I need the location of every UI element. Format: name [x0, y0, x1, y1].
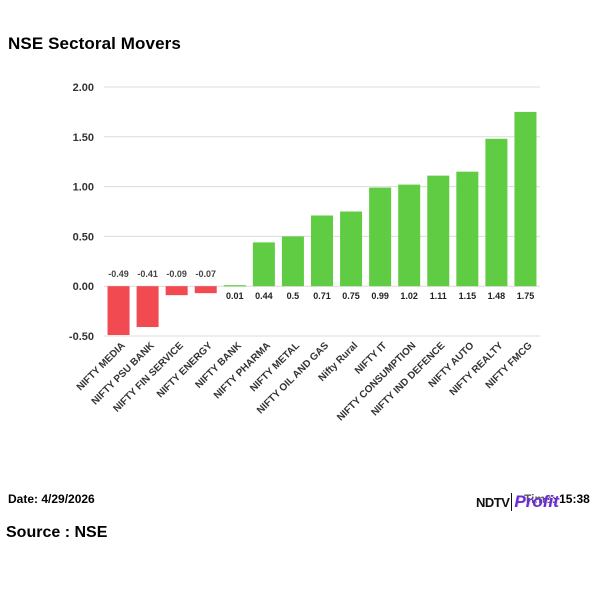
source-label: Source : NSE — [6, 524, 108, 541]
y-axis-tick-labels: 2.00 1.50 1.00 0.50 0.00 -0.50 — [69, 82, 94, 343]
y-tick-label: 2.00 — [73, 82, 94, 94]
value-label: 0.75 — [342, 291, 360, 301]
bar — [340, 211, 363, 287]
bar — [252, 242, 275, 287]
value-label: 1.02 — [400, 291, 418, 301]
bar — [427, 175, 450, 287]
bar — [311, 215, 333, 287]
ndtv-profit-logo: NDTV Profit — [476, 490, 559, 514]
bar — [165, 286, 188, 296]
value-label: 0.5 — [287, 291, 300, 301]
value-label: 1.48 — [488, 291, 506, 301]
value-label: 1.15 — [459, 291, 477, 301]
sector-bar-chart: 2.00 1.50 1.00 0.50 0.00 -0.50 -0.49 -0.41 -0.0… — [69, 82, 540, 424]
bar — [136, 286, 159, 328]
value-label: 0.01 — [226, 291, 244, 301]
chart-title: NSE Sectoral Movers — [8, 34, 181, 53]
bar — [369, 187, 392, 287]
y-tick-label: -0.50 — [69, 331, 94, 343]
value-label: 1.11 — [430, 291, 447, 301]
bar — [485, 138, 508, 287]
value-label: -0.49 — [108, 269, 129, 279]
y-tick-label: 0.50 — [73, 231, 94, 243]
y-tick-label: 1.50 — [73, 132, 94, 144]
value-labels: -0.49 -0.41 -0.09 -0.07 0.01 0.44 0.5 0.71 0.75 0… — [108, 269, 534, 301]
date-label: Date: 4/29/2026 — [8, 492, 95, 506]
bar — [194, 286, 217, 294]
bar — [398, 184, 421, 287]
bars — [107, 111, 537, 336]
bar — [456, 171, 479, 287]
y-tick-label: 0.00 — [73, 281, 94, 293]
value-label: 1.75 — [517, 291, 535, 301]
logo-ndtv-text: NDTV — [476, 494, 510, 510]
y-tick-label: 1.00 — [73, 182, 94, 194]
category-label: NIFTY MEDIA — [75, 340, 128, 393]
value-label: 0.99 — [371, 291, 389, 301]
logo-divider — [511, 493, 513, 511]
bar — [223, 285, 246, 287]
bar — [107, 286, 130, 336]
value-label: -0.09 — [166, 269, 187, 279]
value-label: 0.71 — [313, 291, 331, 301]
bar — [514, 111, 537, 287]
value-label: -0.41 — [137, 269, 158, 279]
value-label: -0.07 — [195, 269, 216, 279]
bar — [281, 236, 304, 287]
logo-profit-text: Profit — [514, 492, 559, 512]
time-label: Time: 15:38 — [524, 492, 590, 506]
value-label: 0.44 — [255, 291, 273, 301]
